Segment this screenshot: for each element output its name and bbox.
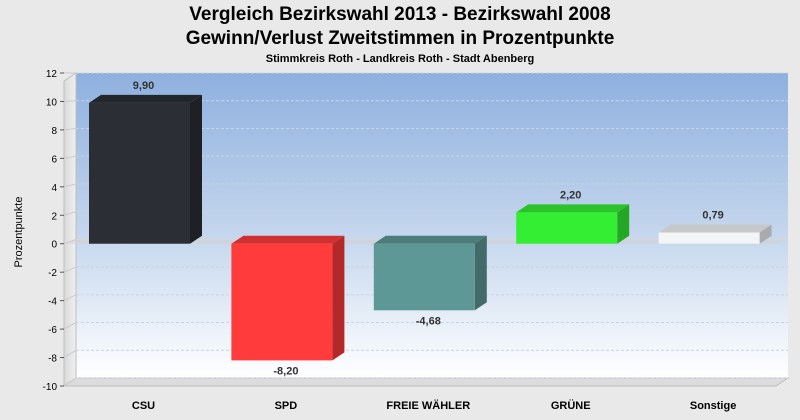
bar-freie-w-hler — [373, 243, 475, 311]
grid-line-wall — [63, 266, 77, 273]
y-tick-label: 8 — [51, 126, 57, 137]
bar-top — [658, 224, 772, 233]
y-tick-label: 6 — [51, 154, 57, 165]
y-tick-label: 10 — [46, 97, 58, 108]
y-axis-ticks: 12 10 8 6 4 2 0 -2 -4 -6 -8 -10 — [43, 69, 64, 393]
y-tick-label: -2 — [48, 268, 57, 279]
grid-line-wall — [63, 155, 77, 159]
bar-side — [474, 235, 487, 311]
bars: 9,90 -8,20 -4,68 2,20 0,79 — [89, 80, 772, 377]
bar-top — [89, 94, 202, 103]
bar-csu — [89, 102, 190, 244]
y-tick-label: 12 — [46, 69, 58, 80]
y-tick-label: 0 — [51, 240, 57, 251]
bar-top — [231, 235, 345, 244]
x-axis-categories: CSU SPD FREIE WÄHLER GRÜNE Sonstige — [132, 399, 736, 412]
bar-top — [516, 204, 630, 213]
grid-line-wall — [63, 183, 77, 188]
left-wall — [63, 72, 77, 387]
bar-side — [190, 94, 202, 244]
data-label: 9,90 — [133, 80, 154, 92]
data-label: 0,79 — [702, 209, 723, 221]
bar-top — [373, 235, 487, 244]
bar-gr-ne — [516, 212, 618, 244]
grid-line-wall — [63, 377, 77, 387]
category-label: SPD — [275, 400, 298, 412]
y-tick-label: -6 — [48, 325, 57, 336]
grid-line-wall — [63, 211, 77, 216]
bar-spd — [231, 243, 333, 361]
category-label: FREIE WÄHLER — [386, 399, 470, 412]
y-tick-label: -10 — [43, 382, 58, 393]
bar-sonstige — [658, 232, 760, 244]
grid-line-wall — [63, 127, 77, 131]
grid-line-wall — [63, 294, 77, 302]
data-label: -8,20 — [273, 365, 298, 377]
category-label: Sonstige — [690, 400, 736, 412]
category-label: GRÜNE — [551, 399, 591, 412]
bar-side — [759, 224, 772, 244]
data-label: -4,68 — [416, 315, 441, 327]
grid-line-wall — [63, 322, 77, 330]
bar-side — [332, 235, 345, 361]
y-tick-label: 4 — [51, 183, 57, 194]
floor — [62, 377, 790, 387]
grid-line-wall — [63, 349, 77, 358]
y-tick-label: -4 — [48, 297, 57, 308]
grid-line-wall — [63, 100, 77, 102]
y-tick-label: 2 — [51, 211, 57, 222]
chart-title: Vergleich Bezirkswahl 2013 - Bezirkswahl… — [189, 4, 611, 25]
data-label: 2,20 — [560, 189, 581, 201]
y-axis-label: Prozentpunkte — [13, 197, 25, 268]
chart-subtitle: Gewinn/Verlust Zweitstimmen in Prozentpu… — [185, 28, 615, 49]
category-label: CSU — [132, 400, 155, 412]
chart-caption: Stimmkreis Roth - Landkreis Roth - Stadt… — [265, 53, 535, 65]
bar-side — [617, 204, 630, 244]
y-tick-label: -8 — [48, 354, 57, 365]
